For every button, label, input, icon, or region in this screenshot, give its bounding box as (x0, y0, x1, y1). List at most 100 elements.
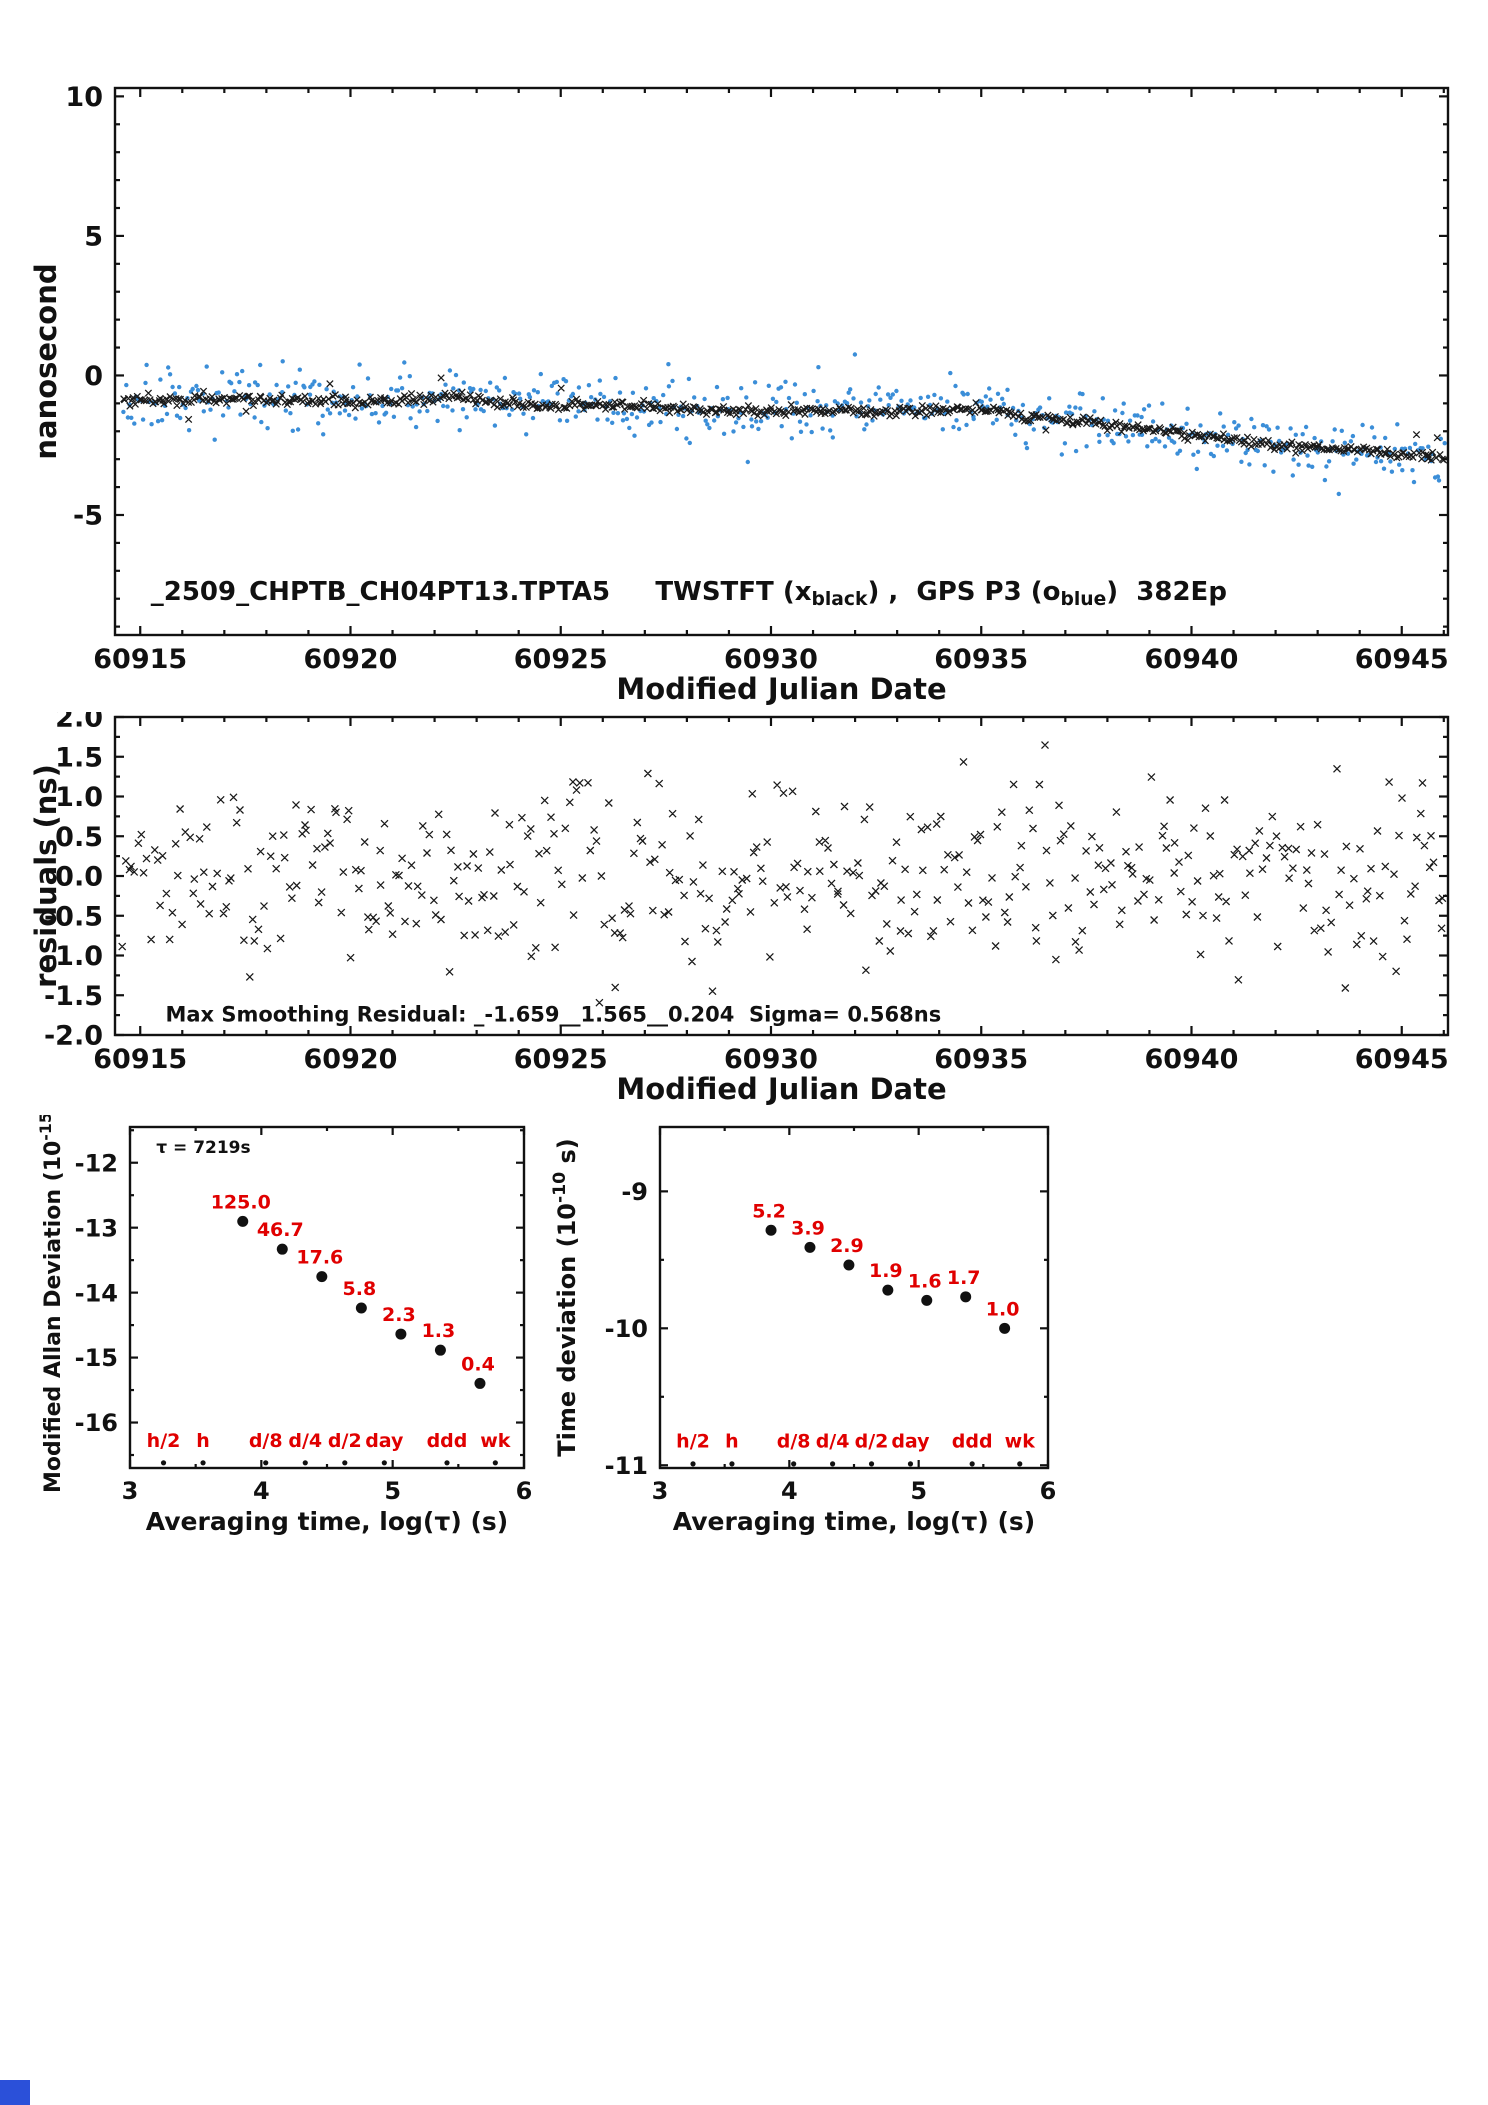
tau-tick-label: ddd (952, 1430, 993, 1452)
axes (113, 715, 1450, 1037)
annotation: _2509_CHPTB_CH04PT13.TPTA5 TWSTFT (xblac… (151, 577, 1227, 610)
x-tick-label: 60945 (1355, 1044, 1449, 1075)
y-tick-label: 1.0 (55, 782, 103, 813)
y-tick-label: -9 (621, 1178, 648, 1206)
y-tick-label: -14 (75, 1279, 118, 1307)
x-tick-label: 60925 (514, 644, 608, 675)
labeled-points: 125.0 46.7 17.65.82.3 1.30.4 (211, 1191, 495, 1389)
labeled-points: 5.23.92.91.9 1.6 1.71.0 (752, 1200, 1019, 1334)
y-tick-label: 5 (84, 222, 103, 253)
chart-svg-top-timeseries: 60915 60920 60925 60930 60935 60940 60945 -5 0 5 1… (29, 82, 1450, 706)
series-layer (118, 741, 1447, 1007)
chart-top-timeseries: 60915 60920 60925 60930 60935 60940 60945 -5 0 5 1… (0, 0, 1488, 712)
x-tick-label: 4 (253, 1477, 270, 1505)
point-value-label: 1.9 (869, 1260, 903, 1282)
tau-tick-label: d/4 (816, 1430, 850, 1452)
x-tick-label: 60925 (514, 1044, 608, 1075)
chart-modified-allan-deviation: 3 4 5 6 -12 -13 -14 -15 -16 Averaging time, log(τ… (0, 1102, 560, 1555)
x-tick-label: 60920 (304, 644, 398, 675)
y-axis-label: residuals (ns) (29, 764, 63, 988)
x-tick-label: 60930 (724, 644, 818, 675)
y-tick-label: -10 (605, 1315, 648, 1343)
point-value-label: 2.9 (830, 1235, 864, 1257)
tau-tick-label: d/2 (855, 1430, 889, 1452)
tau-tick-label: h/2 (676, 1430, 710, 1452)
tau-tick-label: d/4 (288, 1430, 322, 1452)
point-value-label: 1.6 (908, 1270, 942, 1292)
chart-time-deviation: 3 4 5 6 -9 -10 -11 Averaging time, log(τ) (s) Ti… (545, 1115, 1145, 1555)
tau-tick-label: h/2 (147, 1430, 181, 1452)
chart-svg-tdev: 3 4 5 6 -9 -10 -11 Averaging time, log(τ) (s) Ti… (550, 1125, 1057, 1536)
chart-residuals: 60915 60920 60925 60930 60935 60940 60945 -2.0 -… (0, 703, 1488, 1115)
x-axis-label: Modified Julian Date (616, 1072, 946, 1106)
y-tick-label: 10 (65, 82, 103, 113)
tau-tick-label: wk (480, 1430, 511, 1452)
corner-blue-square (0, 2080, 30, 2105)
axes (113, 86, 1450, 637)
tau-tick-label: d/2 (328, 1430, 362, 1452)
tau-tick-label: day (891, 1430, 930, 1452)
point-value-label: 3.9 (791, 1217, 825, 1239)
x-axis-label: Averaging time, log(τ) (s) (673, 1507, 1035, 1536)
point-value-label: 46.7 (257, 1219, 304, 1241)
tau-tick-label: d/8 (777, 1430, 811, 1452)
tau-axis-markers: h/2 h d/8 d/4 d/2 day ddd wk (147, 1430, 511, 1466)
x-tick-label: 4 (781, 1477, 798, 1505)
y-tick-label: 0.0 (55, 862, 103, 893)
x-tick-label: 5 (910, 1477, 927, 1505)
tau-tick-label: day (365, 1430, 404, 1452)
x-tick-label: 3 (122, 1477, 139, 1505)
y-tick-label: -15 (75, 1344, 118, 1372)
series-twstft-x-black (120, 374, 1448, 464)
y-tick-label: 1.5 (55, 742, 103, 773)
x-tick-label: 60935 (934, 644, 1028, 675)
y-tick-label: -0.5 (44, 901, 103, 932)
x-tick-label: 60940 (1145, 1044, 1239, 1075)
x-axis-label: Averaging time, log(τ) (s) (146, 1507, 508, 1536)
series-gps-p3-o-blue (121, 352, 1447, 497)
point-value-label: 1.7 (947, 1267, 981, 1289)
tau-tick-label: ddd (427, 1430, 468, 1452)
y-axis-label: Time deviation (10-10 s) (550, 1138, 581, 1457)
x-tick-label: 60930 (724, 1044, 818, 1075)
point-value-label: 125.0 (211, 1191, 271, 1213)
y-tick-label: -5 (73, 501, 103, 532)
x-tick-label: 60945 (1355, 644, 1449, 675)
tau-axis-markers: h/2 h d/8 d/4 d/2 day ddd wk (676, 1430, 1035, 1467)
series-layer (120, 352, 1448, 497)
point-value-label: 1.0 (986, 1298, 1020, 1320)
y-tick-label: -1.5 (44, 981, 103, 1012)
point-value-label: 5.2 (752, 1200, 786, 1222)
x-axis-label: Modified Julian Date (616, 672, 946, 706)
x-tick-label: 60915 (93, 644, 187, 675)
y-tick-label: 2.0 (55, 712, 103, 734)
annotation: τ = 7219s (156, 1138, 250, 1158)
point-value-label: 5.8 (343, 1278, 377, 1300)
tau-tick-label: h (196, 1430, 210, 1452)
y-tick-label: -13 (75, 1214, 118, 1242)
chart-svg-mdev: 3 4 5 6 -12 -13 -14 -15 -16 Averaging time, log(τ… (36, 1102, 533, 1536)
y-tick-label: 0.5 (55, 822, 103, 853)
y-tick-label: -2.0 (44, 1021, 103, 1052)
x-tick-label: 60915 (93, 1044, 187, 1075)
x-tick-label: 6 (516, 1477, 533, 1505)
axes (658, 1125, 1050, 1470)
x-tick-label: 5 (384, 1477, 401, 1505)
annotation: Max Smoothing Residual: _-1.659__1.565__… (165, 1002, 941, 1026)
x-tick-label: 60920 (304, 1044, 398, 1075)
y-tick-label: 0 (84, 361, 103, 392)
x-tick-label: 60935 (934, 1044, 1028, 1075)
tau-tick-label: d/8 (249, 1430, 283, 1452)
chart-svg-residuals: 60915 60920 60925 60930 60935 60940 60945 -2.0 -… (29, 703, 1450, 1106)
x-tick-label: 6 (1040, 1477, 1057, 1505)
y-tick-label: -1.0 (44, 941, 103, 972)
y-tick-label: -11 (605, 1452, 648, 1480)
tau-tick-label: h (725, 1430, 739, 1452)
y-axis-label: Modified Allan Deviation (10-15) (36, 1115, 66, 1493)
point-value-label: 2.3 (382, 1304, 416, 1326)
x-tick-label: 60940 (1145, 644, 1239, 675)
y-tick-label: -12 (75, 1149, 118, 1177)
y-axis-label: nanosecond (29, 263, 63, 459)
axes (128, 1125, 526, 1470)
